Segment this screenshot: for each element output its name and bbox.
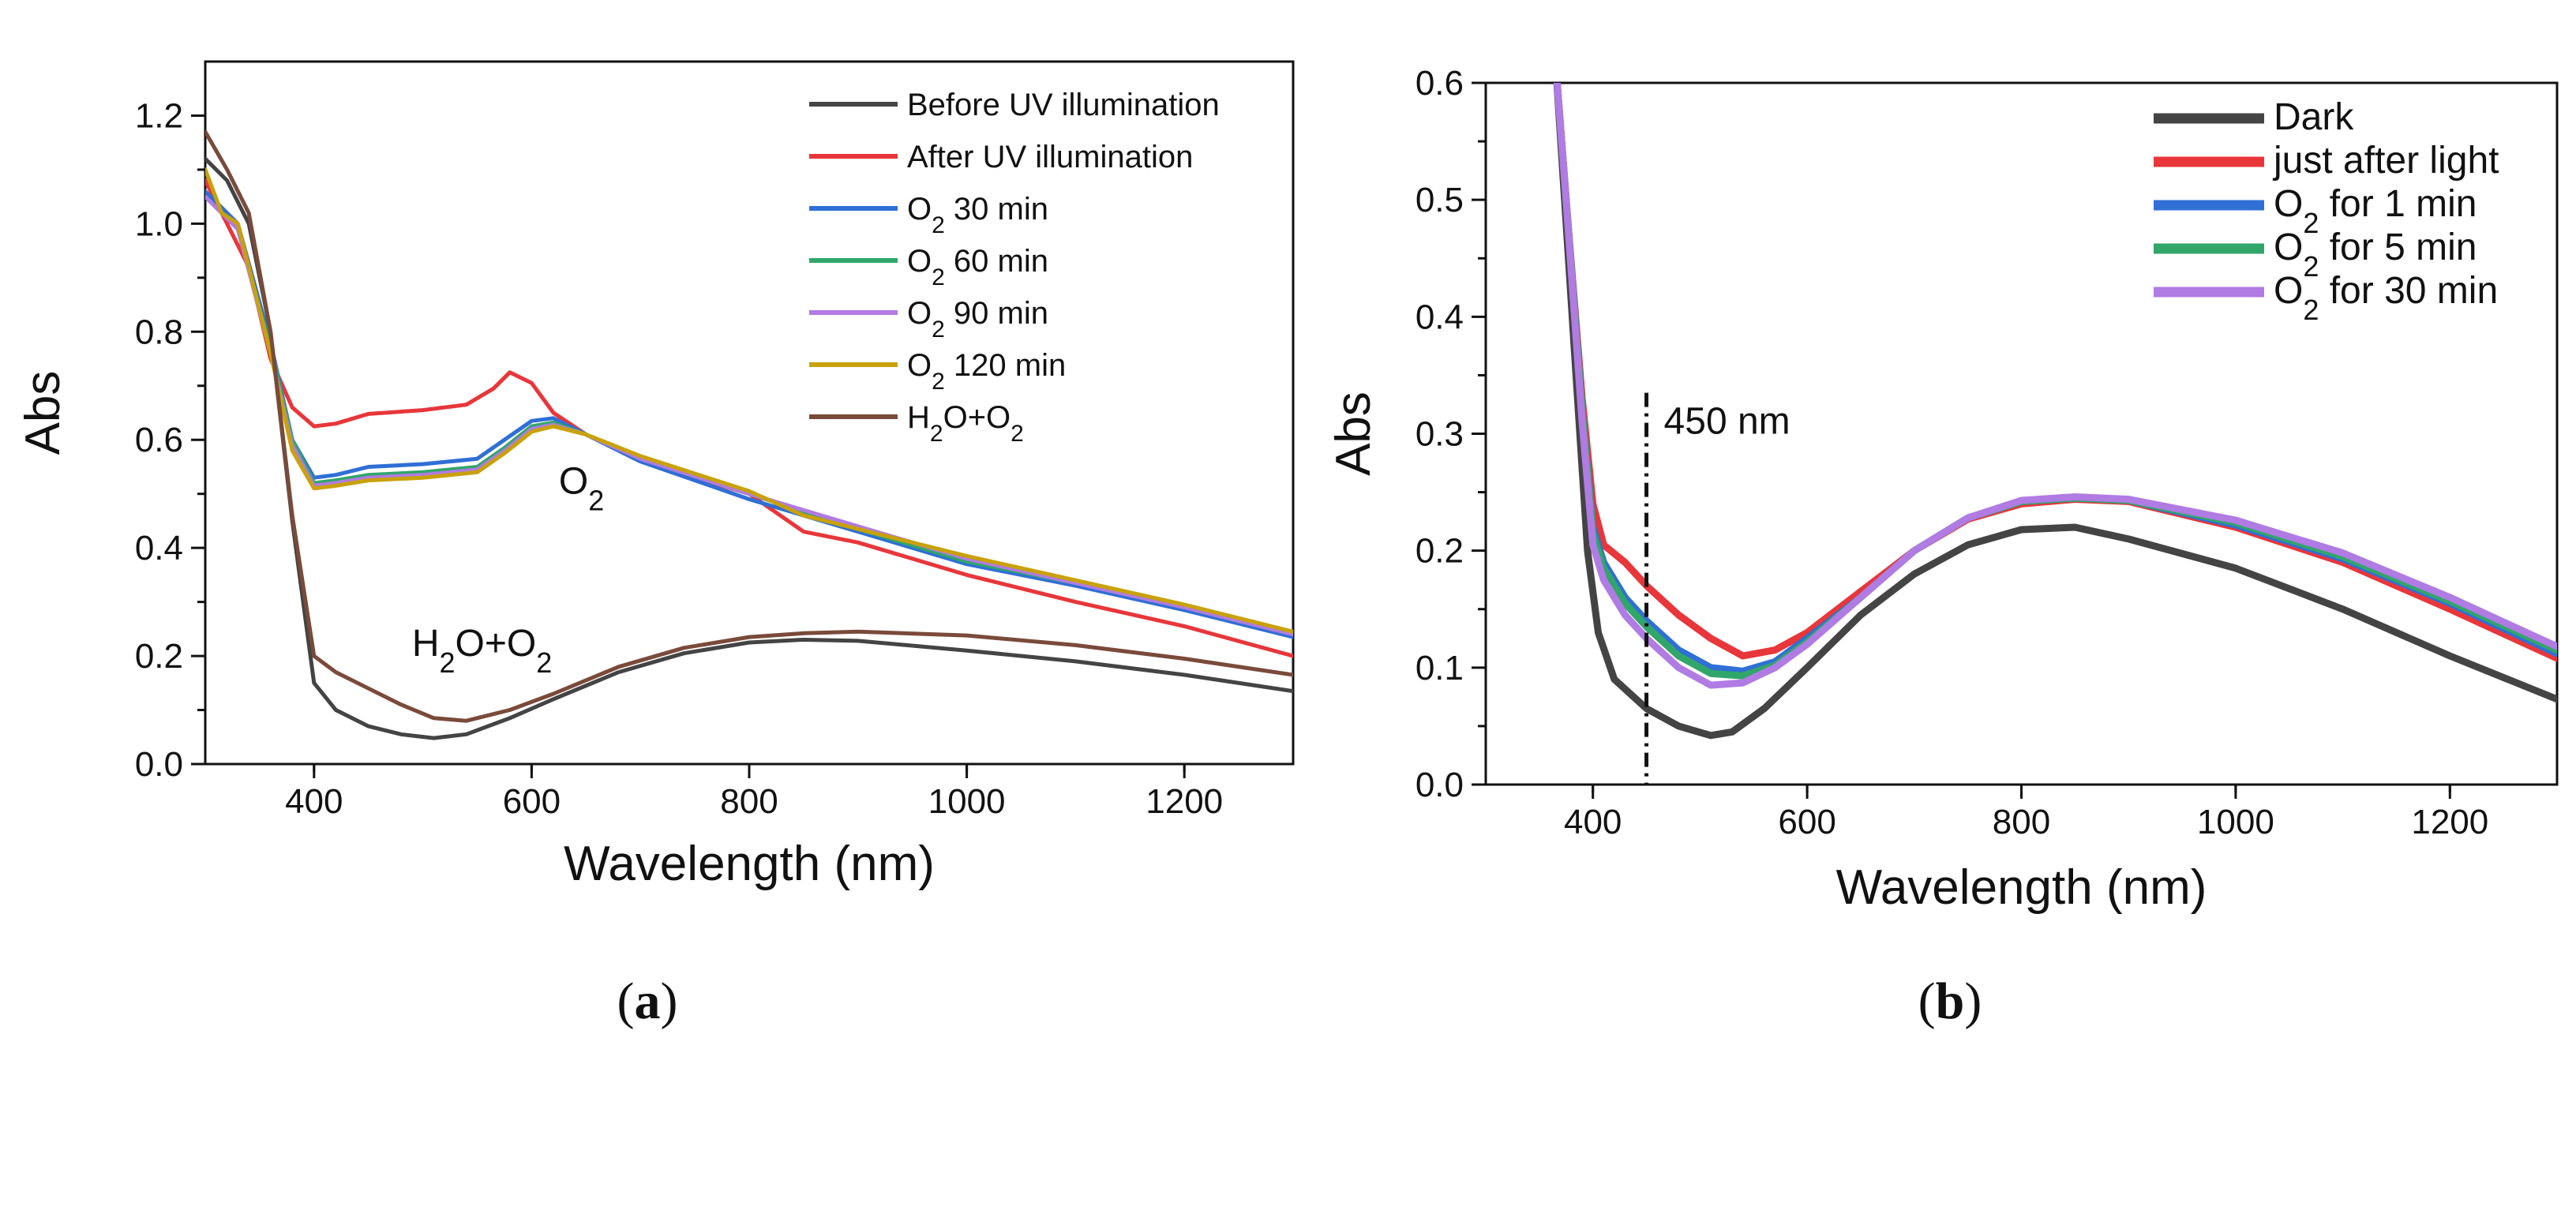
y-axis-title: Abs	[1326, 391, 1381, 476]
series-group	[205, 129, 1293, 740]
legend-label: O2 120 min	[907, 348, 1066, 395]
x-tick-label: 1200	[1146, 782, 1223, 821]
series-group	[1553, 83, 2557, 740]
legend-label: O2 90 min	[907, 296, 1048, 343]
legend-label: H2O+O2	[907, 400, 1024, 447]
x-tick-label: 400	[285, 782, 343, 821]
y-tick-label: 0.2	[1415, 532, 1464, 571]
x-tick-label: 1000	[928, 782, 1006, 821]
x-axis-title: Wavelength (nm)	[1836, 860, 2207, 915]
x-tick-label: 800	[720, 782, 778, 821]
series-line-dark	[1553, 83, 2557, 740]
y-tick-label: 0.3	[1415, 415, 1464, 454]
y-tick-label: 1.0	[135, 204, 183, 243]
legend-label: O2 60 min	[907, 244, 1048, 290]
x-tick-label: 1200	[2411, 803, 2488, 841]
y-tick-label: 0.4	[135, 529, 183, 568]
series-line-after-uv-illumination	[205, 178, 1293, 658]
x-tick-label: 600	[1778, 803, 1835, 841]
y-tick-label: 0.6	[135, 421, 183, 459]
series-line-o2-60-min	[205, 194, 1293, 637]
legend: Before UV illumination After UV illuminat…	[809, 88, 1220, 447]
series-line-o2-120-min	[205, 167, 1293, 634]
y-axis-title: Abs	[16, 371, 70, 455]
x-tick-label: 1000	[2197, 803, 2274, 841]
x-tick-label: 600	[503, 782, 561, 821]
legend-label: O2 for 5 min	[2274, 227, 2477, 283]
panel-label: (b)	[1918, 972, 1982, 1030]
legend-label: O2 for 1 min	[2274, 183, 2477, 239]
series-line-o2-for-30-min	[1553, 83, 2557, 689]
annotation-o2: O2	[559, 461, 604, 517]
y-tick-label: 0.8	[135, 313, 183, 351]
y-tick-label: 0.2	[135, 637, 183, 676]
legend-label: Before UV illumination	[907, 88, 1220, 122]
annotation-h2o-o2: H2O+O2	[412, 623, 552, 679]
x-tick-label: 800	[1993, 803, 2050, 841]
y-tick-label: 0.0	[1415, 766, 1464, 804]
y-tick-label: 0.4	[1415, 298, 1464, 336]
marker-label: 450 nm	[1664, 401, 1790, 443]
y-tick-label: 0.6	[1415, 64, 1464, 103]
panel-label: (a)	[617, 972, 678, 1030]
x-tick-label: 400	[1564, 803, 1622, 841]
y-tick-label: 0.0	[135, 745, 183, 784]
y-tick-label: 0.1	[1415, 649, 1464, 687]
legend-label: O2 for 30 min	[2274, 270, 2498, 326]
series-line-h2o-o2	[205, 129, 1293, 723]
panel-b: 400 600 800 1000 1200 0.0 0.1 0.2 0.3 0.4 0.5 0.6 Wa…	[1326, 64, 2559, 1030]
legend-label: just after light	[2272, 140, 2499, 182]
panel-a: 400 600 800 1000 1200 0.0 0.2 0.4 0.6 0.8 1.0 1.2 Wa…	[16, 60, 1295, 1030]
legend-label: After UV illumination	[907, 140, 1193, 174]
legend-label: Dark	[2274, 96, 2354, 138]
y-tick-label: 1.2	[135, 96, 183, 135]
y-tick-label: 0.5	[1415, 181, 1464, 219]
legend-label: O2 30 min	[907, 192, 1048, 238]
x-axis-title: Wavelength (nm)	[564, 837, 935, 891]
